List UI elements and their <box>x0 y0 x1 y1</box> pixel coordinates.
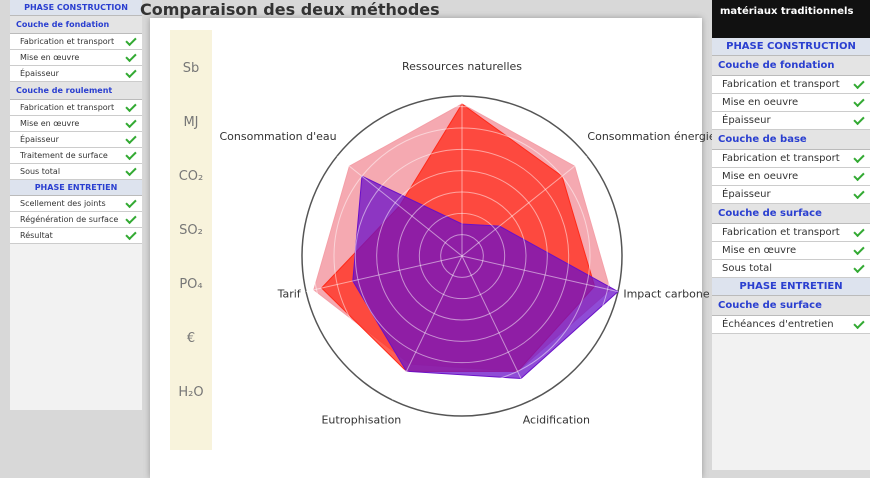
unit-label: MJ <box>183 115 198 130</box>
right-header: matériaux traditionnels <box>712 0 870 38</box>
spoke <box>461 155 588 257</box>
unit-label: PO₄ <box>179 277 202 292</box>
axis-label: Consommation énergie <box>587 130 715 143</box>
menu-item[interactable]: Échéances d'entretien <box>712 316 870 334</box>
group-header[interactable]: Couche de surface <box>712 204 870 224</box>
axis-label: Impact carbone <box>623 287 710 300</box>
menu-item[interactable]: Mise en oeuvre <box>712 94 870 112</box>
menu-item[interactable]: Fabrication et transport <box>712 150 870 168</box>
section-header: PHASE CONSTRUCTION <box>10 0 142 16</box>
unit-label: Sb <box>183 61 200 76</box>
title: Comparaison des deux méthodes <box>140 0 440 19</box>
spoke <box>461 255 619 293</box>
menu-item[interactable]: Mise en œuvre <box>712 242 870 260</box>
spoke <box>461 255 532 401</box>
spoke <box>336 155 463 257</box>
axis-label: Eutrophisation <box>321 414 401 427</box>
axis-label: Ressources naturelles <box>402 60 522 73</box>
spoke <box>305 255 463 293</box>
axis-label: Tarif <box>277 287 302 300</box>
unit-label: € <box>187 331 195 346</box>
menu-item[interactable]: Épaisseur <box>712 186 870 204</box>
menu-item[interactable]: Fabrication et transport <box>712 224 870 242</box>
axis-label: Acidification <box>523 414 590 427</box>
menu-item[interactable]: Mise en oeuvre <box>712 168 870 186</box>
left-sidebar: PHASE CONSTRUCTION Couche de fondation Fab… <box>10 0 142 410</box>
menu-item[interactable]: Sous total <box>712 260 870 278</box>
unit-column <box>170 30 212 450</box>
right-sidebar: matériaux traditionnels PHASE CONSTRUCTI… <box>712 0 870 470</box>
unit-label: SO₂ <box>179 223 203 238</box>
unit-label: CO₂ <box>179 169 204 184</box>
menu-item[interactable]: Sous total <box>10 164 142 180</box>
axis-label: Consommation d'eau <box>220 130 337 143</box>
group-header[interactable]: Couche de surface <box>712 296 870 316</box>
menu-item[interactable]: Fabrication et transport <box>712 76 870 94</box>
menu-item[interactable]: Résultat <box>10 228 142 244</box>
menu-item[interactable]: Épaisseur <box>712 112 870 130</box>
group-header[interactable]: Couche de fondation <box>712 56 870 76</box>
radar-area <box>352 175 619 380</box>
group-header[interactable]: Couche de base <box>712 130 870 150</box>
unit-label: H₂O <box>178 385 203 400</box>
spoke <box>392 255 463 401</box>
section-header: PHASE CONSTRUCTION <box>712 38 870 56</box>
menu-item[interactable]: Épaisseur <box>10 66 142 82</box>
section-header: PHASE ENTRETIEN <box>712 278 870 296</box>
